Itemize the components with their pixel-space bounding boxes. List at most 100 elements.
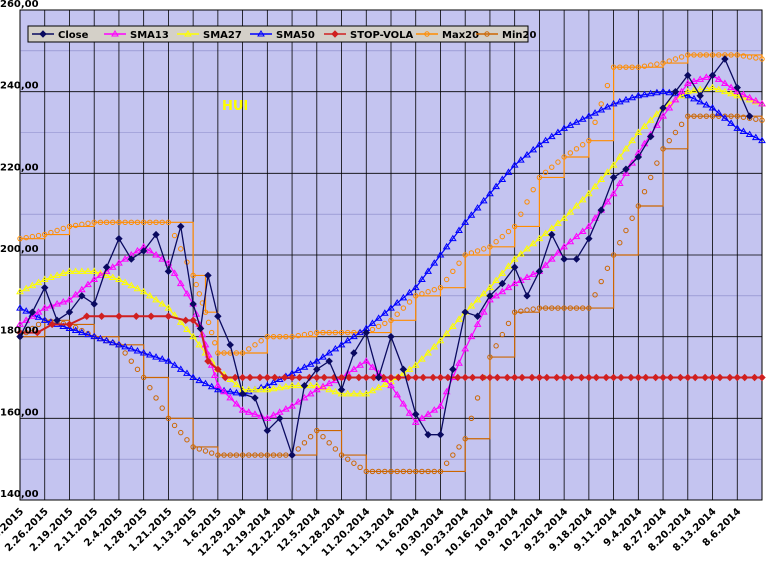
data-point (208, 329, 215, 336)
data-point (59, 297, 68, 305)
data-point (110, 219, 116, 226)
data-point (516, 156, 525, 163)
data-point (424, 31, 430, 37)
data-point (734, 52, 740, 58)
data-point (115, 340, 123, 348)
legend-label: SMA13 (130, 30, 169, 41)
data-point (498, 287, 507, 295)
data-point (345, 329, 351, 336)
data-point (382, 468, 388, 475)
data-point (560, 242, 569, 250)
data-point (337, 340, 346, 348)
data-point (486, 292, 494, 300)
data-point (269, 378, 278, 386)
data-point (592, 373, 600, 382)
data-point (474, 248, 481, 254)
series-line (20, 115, 763, 473)
y-tick-label: 200,00 (0, 244, 39, 255)
data-point (399, 400, 408, 407)
data-point (139, 349, 148, 356)
data-point (535, 140, 544, 148)
data-point (666, 137, 672, 144)
data-point (745, 130, 754, 138)
data-point (338, 329, 345, 336)
data-point (691, 113, 697, 119)
data-point (23, 234, 29, 241)
data-point (572, 118, 581, 125)
data-point (683, 87, 692, 95)
data-point (190, 444, 196, 450)
data-point (102, 263, 111, 271)
data-point (170, 361, 179, 368)
data-point (709, 52, 716, 58)
data-point (246, 373, 254, 382)
data-point (467, 332, 476, 340)
data-point (481, 246, 487, 252)
data-point (622, 165, 630, 173)
data-point (542, 169, 549, 176)
data-point (603, 103, 612, 110)
data-point (597, 175, 606, 182)
data-point (529, 145, 538, 153)
data-point (356, 361, 364, 368)
data-point (666, 58, 672, 64)
data-point (79, 221, 85, 228)
data-point (560, 255, 568, 263)
data-point (233, 350, 240, 356)
data-point (71, 290, 80, 298)
data-point (455, 226, 463, 233)
data-point (258, 452, 264, 458)
data-point (753, 55, 759, 61)
data-point (283, 333, 289, 340)
data-point (147, 312, 155, 320)
data-point (375, 323, 382, 330)
data-point (40, 316, 49, 323)
data-point (461, 308, 469, 316)
data-point (727, 119, 735, 126)
data-point (592, 119, 598, 125)
data-point (758, 99, 766, 107)
data-point (326, 440, 332, 446)
data-point (430, 259, 439, 266)
data-point (468, 373, 477, 382)
data-point (536, 305, 543, 311)
data-point (733, 83, 741, 92)
data-point (400, 305, 407, 311)
data-point (751, 133, 760, 141)
legend-label: Min20 (502, 30, 536, 41)
data-point (448, 234, 457, 242)
data-point (368, 363, 377, 370)
data-point (256, 373, 264, 382)
data-point (363, 468, 369, 475)
data-point (478, 373, 487, 382)
data-point (678, 121, 685, 128)
data-point (140, 219, 147, 226)
data-point (734, 113, 740, 119)
data-point (212, 340, 218, 346)
data-point (226, 393, 235, 401)
data-point (591, 214, 599, 221)
data-point (270, 452, 277, 458)
data-point (634, 91, 643, 99)
data-point (492, 291, 501, 299)
data-point (34, 278, 43, 286)
data-point (671, 87, 680, 96)
data-point (65, 324, 74, 331)
series-close (16, 55, 754, 459)
data-point (97, 219, 104, 226)
data-point (442, 329, 451, 337)
data-point (375, 468, 382, 475)
data-point (134, 219, 141, 226)
data-point (337, 389, 346, 397)
data-point (387, 373, 395, 382)
data-point (553, 373, 561, 382)
data-point (696, 75, 705, 82)
data-point (461, 344, 470, 352)
data-point (72, 324, 79, 331)
data-point (603, 197, 612, 205)
data-point (263, 426, 272, 435)
data-point (270, 333, 277, 340)
data-point (221, 452, 227, 458)
data-point (493, 239, 499, 245)
data-point (380, 309, 389, 316)
